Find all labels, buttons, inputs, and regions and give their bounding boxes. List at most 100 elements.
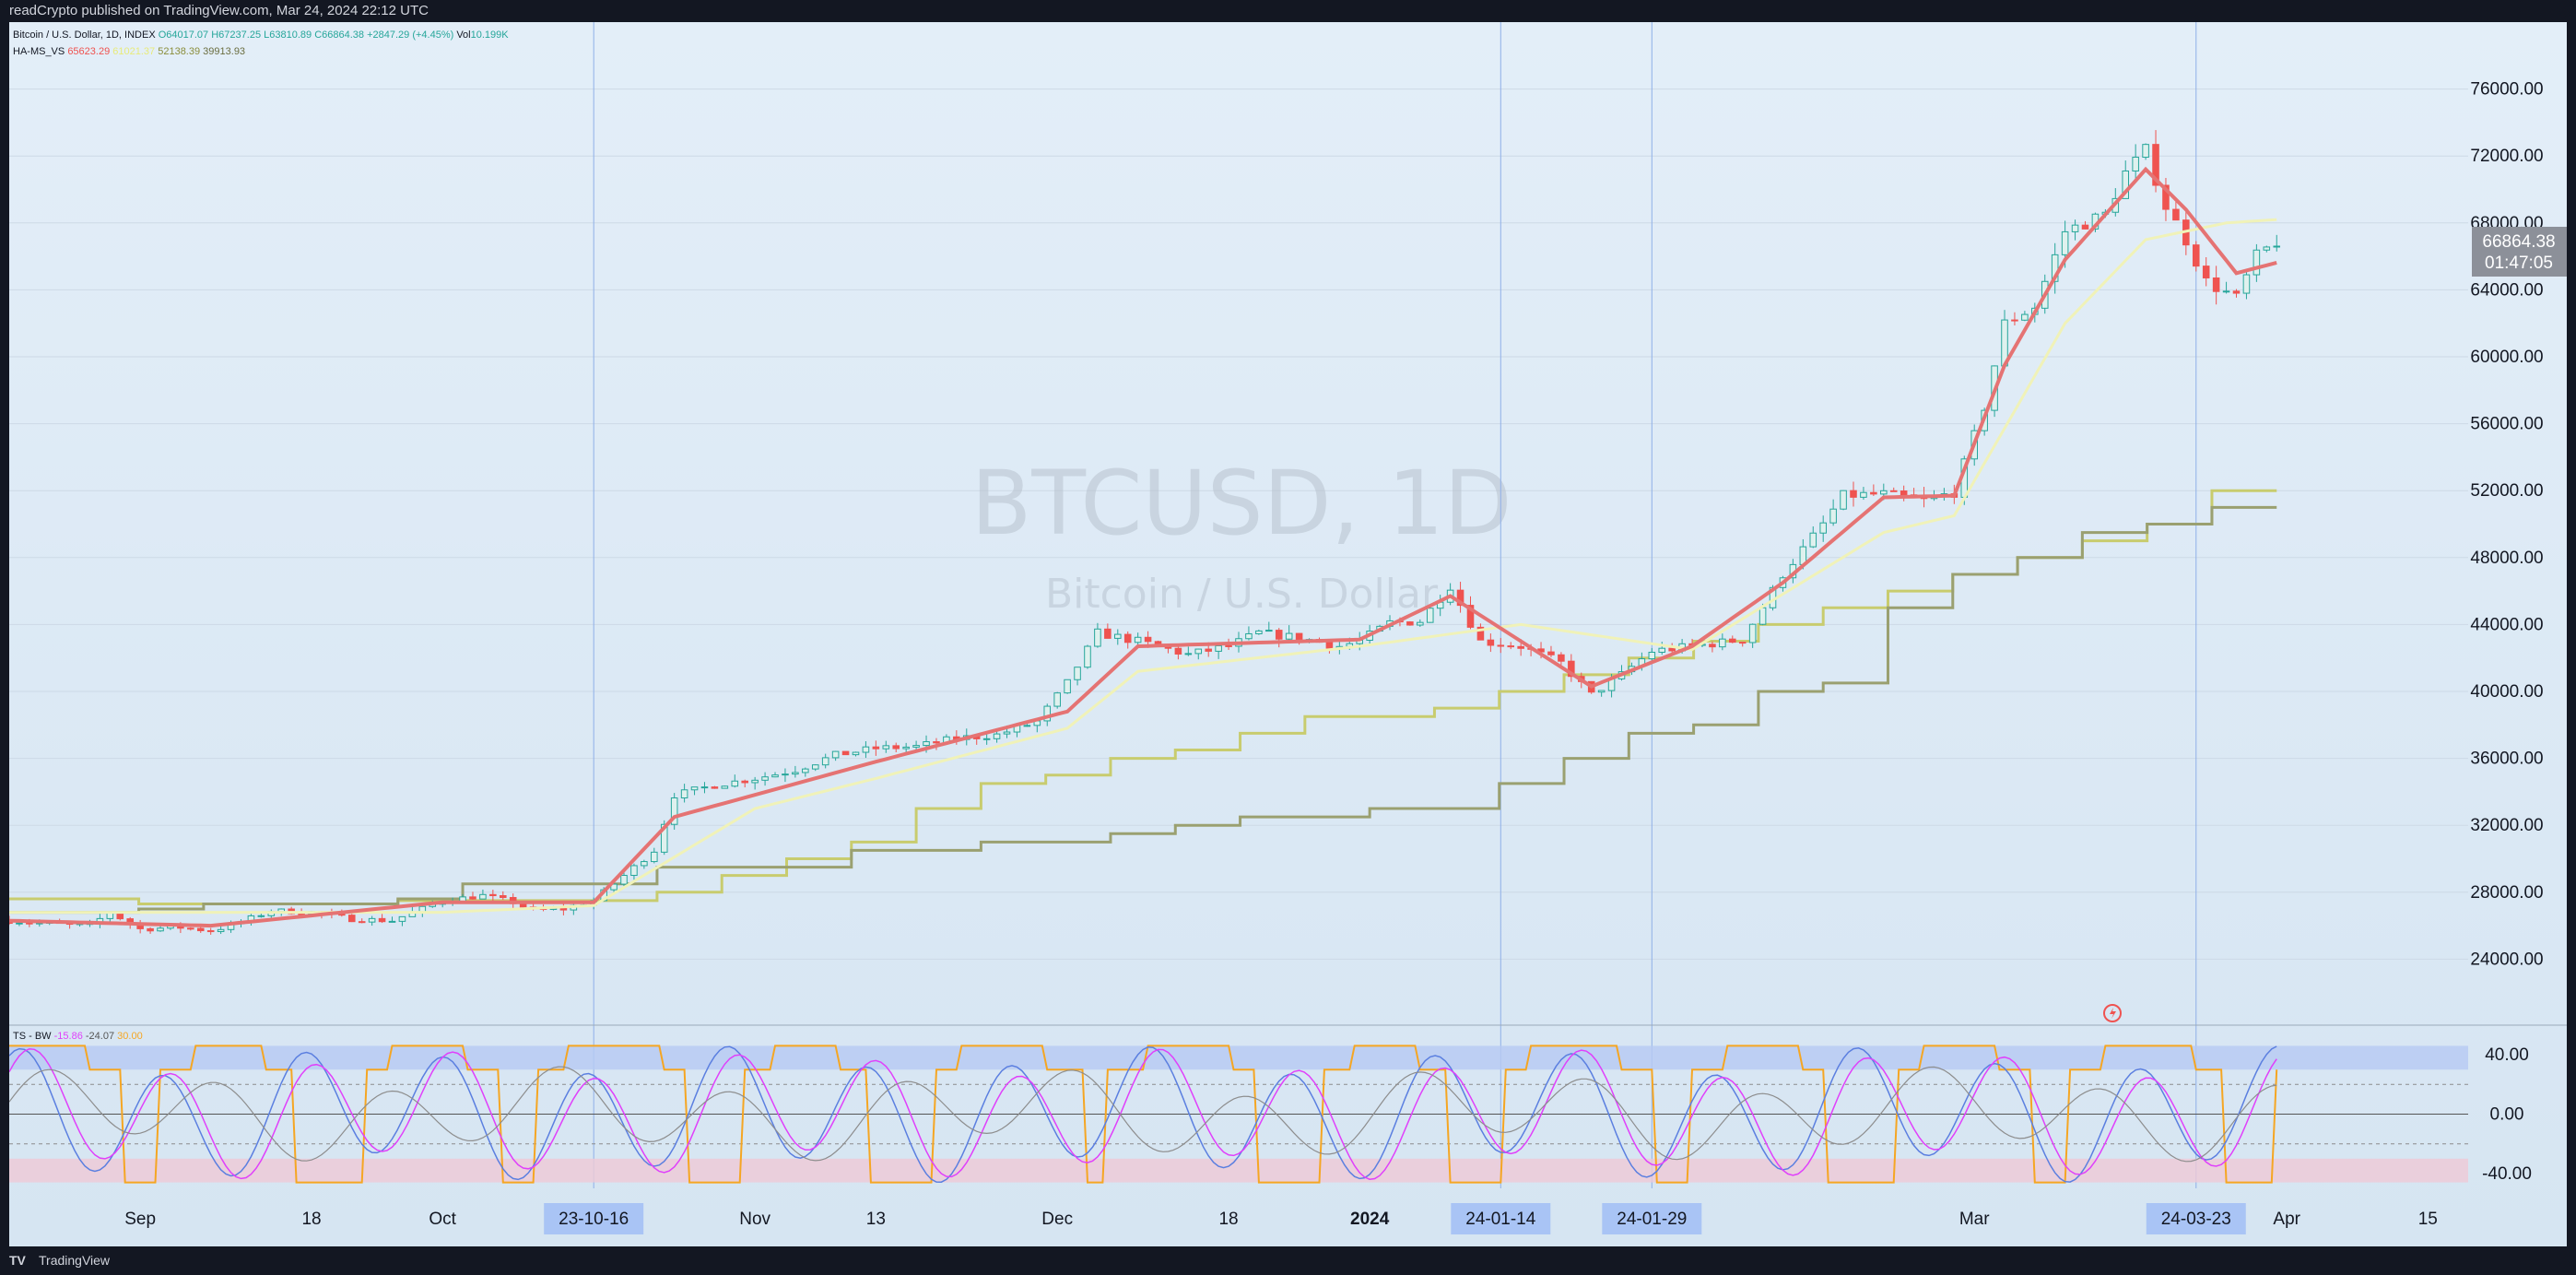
candle-body: [519, 903, 527, 908]
moving-averages: [9, 166, 2277, 928]
legend-osc-v3: 30.00: [117, 1031, 143, 1042]
candle-body: [1829, 508, 1837, 524]
candle-body: [500, 895, 507, 899]
time-tick-label: Apr: [2273, 1210, 2300, 1229]
price-tick-label: 52000.00: [2470, 481, 2543, 501]
candle-body: [711, 786, 719, 789]
candle-body: [993, 733, 1001, 739]
candle-body: [398, 915, 406, 922]
legend-osc-name: TS - BW: [13, 1031, 52, 1042]
publish-text: readCrypto published on TradingView.com,…: [9, 3, 429, 18]
candle-body: [2071, 224, 2079, 232]
price-chart-svg[interactable]: BTCUSD, 1D Bitcoin / U.S. Dollar 76000.0…: [9, 22, 2567, 1246]
osc-tick-label: 40.00: [2485, 1045, 2529, 1065]
date-highlight-box: [1451, 1203, 1551, 1234]
candle-body: [2132, 157, 2139, 171]
oscillator-pane: 40.00 0.00 -40.00: [9, 1024, 2567, 1184]
step-line-2: [9, 505, 2277, 915]
candle-body: [902, 746, 910, 750]
candle-body: [1709, 643, 1716, 648]
candle-body: [731, 780, 739, 787]
candle-body: [2142, 144, 2149, 159]
candle-body: [1597, 690, 1606, 693]
candle-body: [368, 917, 376, 923]
candle-body: [892, 745, 900, 750]
date-highlight-label: 23-10-16: [559, 1210, 629, 1229]
price-badge-price: 66864.38: [2482, 232, 2555, 252]
candle-body: [831, 750, 840, 759]
candle-body: [1870, 491, 1877, 495]
candle-body: [1487, 639, 1495, 646]
candle-body: [378, 917, 386, 923]
price-badge: 66864.38 01:47:05: [2472, 227, 2567, 277]
candle-body: [792, 772, 799, 775]
candle-body: [1668, 647, 1676, 652]
legend-ha-v4: 39913.93: [203, 46, 246, 57]
candle-body: [761, 776, 769, 781]
candle-body: [2011, 319, 2018, 322]
candle-body: [2081, 224, 2089, 230]
time-tick-label: Dec: [1041, 1210, 1073, 1229]
candle-body: [196, 927, 205, 932]
chart-panel[interactable]: BTCUSD, 1D Bitcoin / U.S. Dollar 76000.0…: [9, 22, 2567, 1246]
osc-blue-line: [9, 1045, 2277, 1183]
osc-magenta-line: [9, 1048, 2277, 1180]
price-tick-label: 64000.00: [2470, 280, 2543, 300]
candle-body: [1184, 653, 1193, 655]
time-axis: Sep18OctNov13Dec18202413MarApr1523-10-16…: [124, 1203, 2438, 1234]
footer-bar: TV TradingView: [0, 1246, 2576, 1275]
candle-body: [16, 922, 23, 925]
candle-body: [912, 745, 920, 748]
candle-body: [771, 774, 779, 778]
candle-body: [700, 786, 709, 789]
ma-fast-line: [9, 166, 2277, 928]
time-tick-label: Sep: [124, 1210, 156, 1229]
candle-body: [479, 893, 487, 900]
candle-body: [670, 797, 678, 825]
price-badge-countdown: 01:47:05: [2485, 254, 2553, 273]
candle-body: [741, 780, 748, 784]
candle-body: [2122, 170, 2130, 199]
legend-osc-v1: -15.86: [53, 1031, 83, 1042]
candle-body: [2162, 184, 2170, 210]
watermark-symbol: BTCUSD, 1D: [970, 452, 1511, 555]
candle-body: [1900, 490, 1908, 496]
candle-body: [1215, 644, 1222, 652]
candle-body: [2232, 290, 2241, 294]
candle-body: [1114, 633, 1122, 639]
candle-body: [1507, 645, 1515, 648]
time-tick-label: 18: [1218, 1210, 1238, 1229]
legend-title: Bitcoin / U.S. Dollar, 1D, INDEX: [13, 30, 156, 41]
candle-body: [1719, 638, 1726, 648]
candle-body: [852, 751, 860, 756]
candle-body: [933, 741, 940, 744]
price-tick-label: 72000.00: [2470, 147, 2543, 166]
publish-header: readCrypto published on TradingView.com,…: [0, 0, 2576, 22]
osc-oversold-band: [9, 1158, 2468, 1183]
candle-body: [2192, 244, 2200, 267]
time-tick-label: 13: [866, 1210, 886, 1229]
candle-body: [1194, 648, 1203, 655]
candle-body: [206, 930, 215, 933]
legend-ha-v2: 61021.37: [112, 46, 156, 57]
brand-text: TradingView: [39, 1253, 111, 1268]
date-highlight-box: [1602, 1203, 1702, 1234]
alert-icon[interactable]: [2103, 1004, 2122, 1022]
candle-body: [751, 779, 759, 784]
watermark-name: Bitcoin / U.S. Dollar: [1045, 571, 1439, 618]
candle-body: [1174, 647, 1182, 655]
candle-body: [1043, 705, 1052, 722]
legend-open: O64017.07: [158, 30, 209, 41]
candle-body: [841, 750, 850, 756]
price-tick-label: 56000.00: [2470, 415, 2543, 434]
candle-body: [1880, 490, 1888, 495]
candle-body: [1144, 636, 1152, 643]
candle-body: [802, 768, 809, 773]
legend-change: +2847.29 (+4.45%): [367, 30, 454, 41]
candle-body: [2242, 274, 2251, 294]
candle-body: [1840, 490, 1847, 510]
osc-tick-label: 0.00: [2490, 1105, 2524, 1125]
candle-body: [147, 927, 154, 932]
candle-body: [630, 865, 638, 877]
candle-body: [610, 883, 618, 891]
